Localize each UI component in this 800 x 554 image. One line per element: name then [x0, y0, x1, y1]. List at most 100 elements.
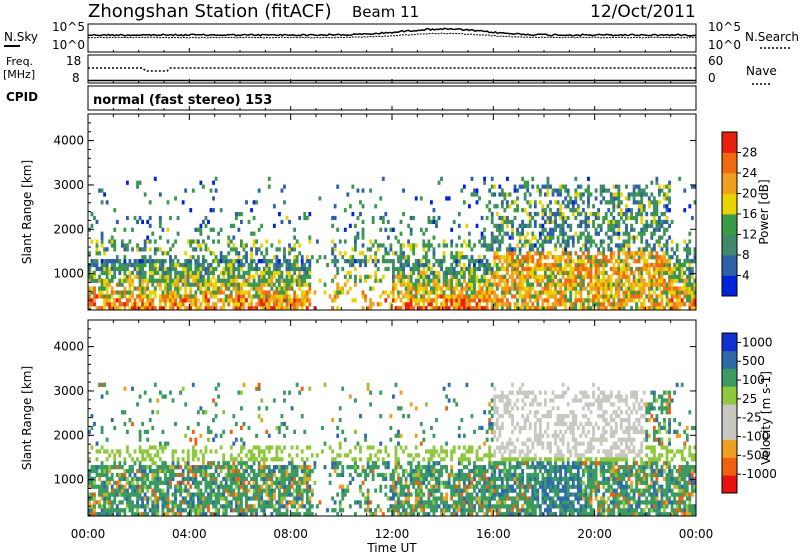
heatmap-cell	[171, 302, 175, 307]
heatmap-cell	[594, 298, 598, 303]
heatmap-cell	[587, 306, 590, 311]
heatmap-cell	[546, 294, 550, 299]
heatmap-cell	[442, 306, 446, 311]
heatmap-cell	[148, 496, 152, 501]
heatmap-cell	[622, 219, 626, 225]
heatmap-cell	[665, 290, 669, 295]
heatmap-cell	[288, 219, 291, 225]
heatmap-cell	[103, 298, 107, 303]
heatmap-cell	[617, 212, 621, 217]
heatmap-cell	[148, 239, 152, 244]
heatmap-cell	[184, 306, 188, 311]
heatmap-cell	[513, 306, 517, 311]
heatmap-cell	[153, 472, 157, 478]
heatmap-cell	[278, 500, 281, 505]
heatmap-cell	[528, 255, 532, 260]
heatmap-cell	[407, 453, 411, 458]
heatmap-cell	[313, 480, 317, 485]
heatmap-cell	[536, 239, 540, 244]
heatmap-cell	[455, 306, 459, 311]
heatmap-cell	[260, 294, 264, 299]
heatmap-cell	[369, 465, 373, 470]
heatmap-cell	[468, 259, 471, 264]
heatmap-cell	[136, 302, 139, 307]
heatmap-cell	[465, 255, 469, 260]
heatmap-cell	[602, 274, 606, 279]
heatmap-cell	[462, 262, 466, 268]
heatmap-cell	[652, 196, 656, 201]
heatmap-cell	[338, 453, 342, 458]
heatmap-cell	[217, 259, 221, 264]
heatmap-cell	[95, 465, 99, 470]
heatmap-cell	[232, 270, 236, 276]
heatmap-cell	[414, 433, 418, 438]
heatmap-cell	[242, 421, 246, 427]
heatmap-cell	[513, 286, 517, 291]
heatmap-cell	[369, 286, 373, 291]
heatmap-cell	[640, 231, 644, 236]
heatmap-cell	[227, 472, 231, 478]
heatmap-cell	[647, 255, 651, 260]
heatmap-cell	[566, 200, 570, 205]
heatmap-cell	[647, 204, 651, 209]
heatmap-cell	[126, 476, 129, 482]
heatmap-cell	[564, 262, 568, 268]
heatmap-cell	[179, 270, 183, 276]
heatmap-cell	[670, 290, 674, 295]
heatmap-cell	[293, 266, 297, 272]
heatmap-cell	[278, 476, 281, 482]
heatmap-cell	[158, 488, 162, 493]
heatmap-cell	[690, 215, 694, 221]
heatmap-cell	[214, 286, 218, 291]
heatmap-cell	[559, 227, 563, 232]
heatmap-cell	[181, 282, 185, 287]
heatmap-cell	[417, 259, 421, 264]
heatmap-cell	[209, 290, 213, 295]
heatmap-cell	[612, 231, 616, 236]
heatmap-cell	[93, 262, 96, 268]
heatmap-cell	[265, 294, 269, 299]
heatmap-cell	[217, 484, 221, 489]
heatmap-cell	[189, 508, 193, 513]
heatmap-cell	[594, 196, 598, 201]
heatmap-cell	[174, 262, 177, 268]
heatmap-cell	[470, 192, 474, 197]
heatmap-cell	[303, 266, 307, 272]
heatmap-cell	[493, 251, 497, 256]
heatmap-cell	[308, 512, 312, 517]
heatmap-cell	[430, 270, 433, 276]
heatmap-cell	[442, 274, 446, 279]
heatmap-cell	[506, 306, 509, 311]
heatmap-cell	[589, 259, 593, 264]
heatmap-cell	[247, 457, 251, 462]
heatmap-cell	[407, 302, 411, 307]
heatmap-cell	[209, 294, 213, 299]
heatmap-cell	[450, 227, 454, 232]
heatmap-cell	[394, 282, 398, 287]
heatmap-cell	[267, 176, 271, 181]
heatmap-cell	[417, 298, 421, 303]
heatmap-cell	[204, 512, 208, 517]
heatmap-cell	[171, 278, 175, 283]
heatmap-cell	[424, 259, 428, 264]
heatmap-cell	[105, 492, 109, 497]
heatmap-cell	[424, 286, 428, 291]
heatmap-cell	[118, 259, 122, 264]
heatmap-cell	[599, 223, 603, 228]
heatmap-cell	[181, 468, 185, 474]
heatmap-cell	[237, 504, 241, 509]
heatmap-cell	[126, 496, 129, 501]
heatmap-cell	[498, 274, 502, 279]
heatmap-cell	[637, 270, 641, 276]
heatmap-cell	[237, 286, 241, 291]
heatmap-cell	[283, 512, 286, 517]
heatmap-cell	[366, 465, 370, 470]
heatmap-cell	[164, 500, 167, 505]
heatmap-cell	[237, 262, 241, 268]
heatmap-cell	[120, 472, 124, 478]
heatmap-cell	[655, 208, 659, 213]
heatmap-cell	[549, 278, 552, 283]
heatmap-cell	[402, 504, 405, 509]
heatmap-cell	[285, 298, 289, 303]
heatmap-cell	[148, 302, 152, 307]
